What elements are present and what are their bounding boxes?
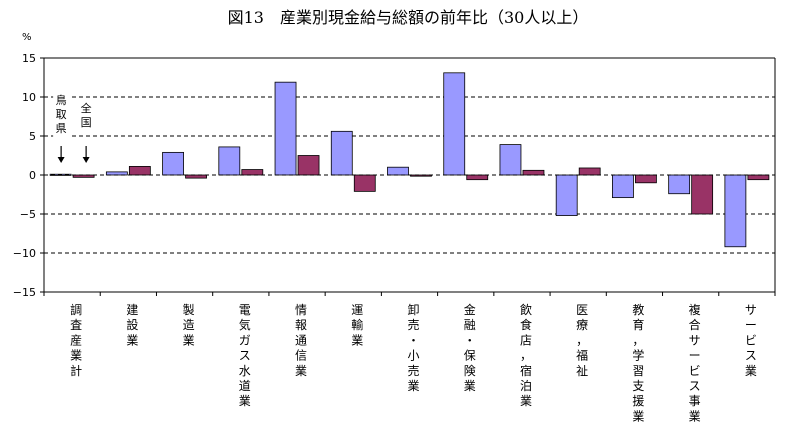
x-category-label: 複合サービス事業	[689, 302, 701, 423]
x-category-label: 製造業	[183, 303, 195, 347]
label-layer: 調査産業計 建設業 製造業 電気ガス水道業 情報通信業 運輸業 卸売・小売業 金融・保険業 飲食…	[70, 302, 757, 423]
bar-national	[241, 169, 264, 176]
annotation-tottori: 鳥取県	[56, 93, 67, 135]
x-category-label: 電気ガス水道業	[239, 303, 251, 408]
bar-national	[691, 174, 714, 215]
y-tick-label: −10	[13, 247, 36, 260]
x-category-label: サービス業	[745, 303, 757, 378]
x-category-label: 金融・保険業	[464, 302, 476, 393]
annotation-national: 全国	[81, 101, 92, 129]
x-category-label: 卸売・小売業	[407, 302, 419, 393]
bar-national	[353, 174, 376, 192]
bar-tottori	[724, 174, 747, 248]
bar-national	[635, 174, 657, 184]
x-category-label: 教育，学習支援業	[632, 302, 644, 423]
x-category-label: 飲食店，宿泊業	[520, 302, 532, 408]
bar-tottori	[218, 146, 241, 176]
grid-layer	[44, 96, 775, 254]
bar-national	[185, 174, 207, 179]
bar-tottori	[499, 144, 522, 176]
bar-tottori	[668, 174, 691, 195]
y-tick-label: 10	[22, 91, 36, 104]
bar-national	[522, 169, 545, 176]
bar-tottori	[443, 72, 466, 176]
bar-national	[297, 155, 320, 176]
chart-title: 図13 産業別現金給与総額の前年比（30人以上）	[228, 8, 589, 27]
bar-tottori	[387, 166, 409, 176]
x-category-label: 調査産業計	[70, 303, 82, 378]
bar-national	[410, 174, 432, 177]
annotation-bg-national	[78, 99, 95, 131]
axis-layer: 15 10 5 0 −5 −10 −15	[13, 52, 776, 299]
bar-tottori	[555, 174, 578, 216]
x-category-label: 医療，福祉	[576, 303, 588, 378]
arrow-head-icon	[82, 157, 90, 163]
y-tick-label: 5	[29, 130, 36, 143]
bar-national	[578, 167, 601, 176]
bar-tottori	[612, 174, 634, 199]
bar-national	[466, 174, 489, 181]
x-category-label: 建設業	[126, 303, 138, 347]
x-category-label: 運輸業	[351, 303, 363, 347]
y-tick-label: 15	[22, 52, 36, 65]
y-tick-label: 0	[29, 169, 36, 182]
annotation-bg-tottori	[53, 91, 70, 137]
y-tick-label: −15	[13, 286, 36, 299]
bar-tottori	[274, 81, 297, 176]
x-category-label: 情報通信業	[295, 303, 307, 378]
bar-national	[128, 166, 151, 176]
y-tick-label: −5	[20, 208, 36, 221]
annotation-layer: 鳥取県 全国	[53, 91, 95, 163]
bar-tottori	[162, 151, 184, 176]
bar-layer	[49, 72, 770, 248]
bar-tottori	[330, 130, 353, 176]
bar-national	[72, 174, 95, 178]
bar-national	[747, 174, 770, 181]
arrow-head-icon	[57, 157, 65, 163]
y-axis-unit: %	[22, 32, 32, 43]
